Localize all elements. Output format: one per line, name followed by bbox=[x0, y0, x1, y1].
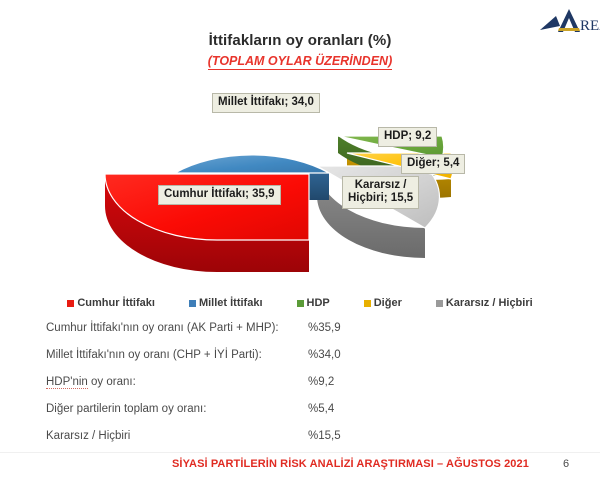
table-row-label: Millet İttifakı'nın oy oranı (CHP + İYİ … bbox=[46, 349, 262, 361]
legend-swatch-icon bbox=[188, 299, 196, 307]
chart-subtitle: (TOPLAM OYLAR ÜZERİNDEN) bbox=[0, 54, 600, 70]
slice-label-hdp: HDP; 9,2 bbox=[378, 127, 438, 147]
table-row-value: %9,2 bbox=[308, 376, 335, 388]
logo-text: REA bbox=[580, 18, 600, 34]
slice-label-cumhur: Cumhur İttifakı; 35,9 bbox=[158, 185, 281, 205]
footer-divider bbox=[0, 452, 600, 453]
slice-label-kararsiz-line1: Kararsız / bbox=[354, 179, 407, 191]
area-logo: REA bbox=[538, 4, 600, 38]
chart-title: İttifakların oy oranları (%) bbox=[208, 32, 392, 49]
legend-swatch-icon bbox=[435, 299, 443, 307]
table-row-value: %35,9 bbox=[308, 322, 341, 334]
legend-item-cumhur[interactable]: Cumhur İttifakı bbox=[67, 297, 155, 309]
results-table: Cumhur İttifakı'nın oy oranı (AK Parti +… bbox=[46, 322, 376, 457]
legend-label: Kararsız / Hiçbiri bbox=[445, 297, 533, 309]
legend-item-millet[interactable]: Millet İttifakı bbox=[188, 297, 263, 309]
legend-item-kararsiz[interactable]: Kararsız / Hiçbiri bbox=[435, 297, 533, 309]
legend-swatch-icon bbox=[67, 299, 75, 307]
legend-swatch-icon bbox=[296, 299, 304, 307]
legend-item-hdp[interactable]: HDP bbox=[296, 297, 330, 309]
slice-side-cumhur bbox=[105, 174, 309, 272]
legend-label: HDP bbox=[306, 297, 330, 309]
footer-title: SİYASİ PARTİLERİN RİSK ANALİZİ ARAŞTIRMA… bbox=[172, 458, 529, 470]
legend-label: Millet İttifakı bbox=[198, 297, 263, 309]
table-row: Millet İttifakı'nın oy oranı (CHP + İYİ … bbox=[46, 349, 376, 376]
slice-top-millet-face bbox=[172, 154, 332, 174]
table-row: Cumhur İttifakı'nın oy oranı (AK Parti +… bbox=[46, 322, 376, 349]
legend-swatch-icon bbox=[363, 299, 371, 307]
slice-label-kararsiz: Kararsız / Hiçbiri; 15,5 bbox=[342, 176, 420, 209]
spellcheck-word: HDP'nin bbox=[46, 376, 88, 389]
chart-subtitle-text: (TOPLAM OYLAR ÜZERİNDEN) bbox=[207, 54, 393, 70]
table-row-label: Diğer partilerin toplam oy oranı: bbox=[46, 403, 207, 415]
slice-label-diger: Diğer; 5,4 bbox=[401, 154, 466, 174]
slice-label-millet: Millet İttifakı; 34,0 bbox=[212, 93, 320, 113]
page-number: 6 bbox=[563, 458, 570, 470]
pie-chart: Millet İttifakı; 34,0 HDP; 9,2 Diğer; 5,… bbox=[95, 74, 505, 289]
table-row-label: Cumhur İttifakı'nın oy oranı (AK Parti +… bbox=[46, 322, 279, 334]
table-row-value: %34,0 bbox=[308, 349, 341, 361]
chart-legend: Cumhur İttifakı Millet İttifakı HDP Diğe… bbox=[0, 297, 600, 309]
table-row-value: %5,4 bbox=[308, 403, 335, 415]
table-row-label: HDP'nin oy oranı: bbox=[46, 376, 308, 389]
legend-label: Diğer bbox=[373, 297, 402, 309]
slice-side-kararsiz bbox=[317, 166, 425, 258]
table-row: Diğer partilerin toplam oy oranı: %5,4 bbox=[46, 403, 376, 430]
legend-label: Cumhur İttifakı bbox=[77, 297, 155, 309]
table-row-label-rest: oy oranı: bbox=[87, 376, 136, 388]
legend-item-diger[interactable]: Diğer bbox=[363, 297, 402, 309]
table-row: Kararsız / Hiçbiri %15,5 bbox=[46, 430, 376, 457]
table-row-label: Kararsız / Hiçbiri bbox=[46, 430, 131, 442]
table-row-value: %15,5 bbox=[308, 430, 341, 442]
table-row: HDP'nin oy oranı: %9,2 bbox=[46, 376, 376, 403]
slice-label-kararsiz-line2: Hiçbiri; 15,5 bbox=[348, 192, 414, 204]
